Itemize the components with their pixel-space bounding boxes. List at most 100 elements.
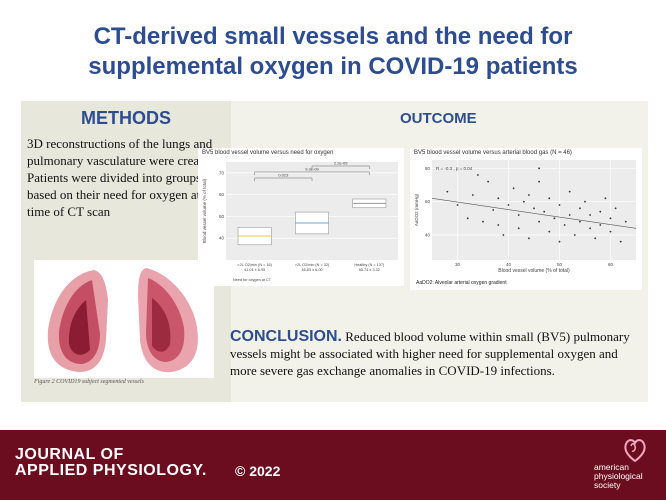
y-tick-label: 60 — [219, 192, 225, 197]
data-point — [599, 210, 602, 213]
data-point — [589, 214, 591, 216]
data-point — [528, 194, 530, 196]
sig-label: 2.2e-09 — [334, 161, 348, 166]
y-tick-label: 60 — [425, 199, 431, 204]
x-tick-label: 60 — [608, 262, 614, 267]
data-point — [599, 224, 602, 226]
data-point — [497, 197, 500, 200]
data-point — [553, 217, 556, 220]
data-point — [579, 220, 581, 223]
data-point — [609, 217, 612, 220]
y-tick-label: 80 — [425, 166, 431, 171]
title-line-1: CT-derived small vessels and the need fo… — [93, 23, 573, 50]
data-point — [507, 204, 510, 206]
x-tick-stat: 55.74 ± 3.32 — [359, 268, 380, 272]
data-point — [568, 214, 571, 216]
data-point — [543, 210, 546, 213]
page-title: CT-derived small vessels and the need fo… — [40, 22, 626, 82]
x-tick-label: <2L O2/min (N = 16) — [237, 263, 272, 267]
x-tick-stat: 41.01 ± 6.95 — [244, 268, 265, 272]
footer-bar — [0, 430, 666, 500]
data-point — [502, 234, 505, 236]
data-point — [568, 190, 571, 193]
boxplot-title: BV5 blood vessel volume versus need for … — [202, 150, 334, 156]
data-point — [548, 230, 551, 233]
data-point — [497, 224, 500, 226]
data-point — [456, 204, 459, 206]
conclusion-heading: CONCLUSION. — [230, 328, 342, 345]
plot-area — [226, 162, 398, 260]
title-line-2: supplemental oxygen in COVID-19 patients — [88, 53, 578, 80]
data-point — [522, 200, 525, 203]
data-point — [517, 227, 520, 230]
aps-line-2: physiological — [594, 471, 643, 481]
x-axis-label: Blood vessel volume (% of total) — [498, 268, 570, 274]
aps-logo-icon — [624, 439, 646, 463]
x-tick-label: 50 — [557, 262, 563, 267]
data-point — [482, 220, 484, 223]
conclusion-text: Reduced blood volume within small (BV5) … — [230, 329, 630, 378]
data-point — [512, 187, 515, 190]
data-point — [517, 214, 520, 216]
data-point — [558, 240, 561, 243]
journal-line-2: APPLIED PHYSIOLOGY. — [15, 462, 207, 479]
data-point — [538, 167, 540, 170]
data-point — [487, 180, 489, 183]
y-tick-label: 50 — [219, 214, 225, 219]
y-axis-label: Blood vessel volume (% of total) — [202, 178, 207, 243]
right-lung-icon — [138, 268, 198, 373]
sig-label: 9.3e-09 — [305, 167, 319, 172]
data-point — [589, 227, 591, 230]
lung-image-caption: Figure 2 COVID19 subject segmented vesse… — [34, 379, 144, 385]
aado2-caption: AaDO2: Alveolar arterial oxygen gradient — [416, 280, 507, 286]
data-point — [528, 237, 530, 240]
scatter-title: BV5 blood vessel volume versus arterial … — [414, 150, 572, 156]
y-axis-label: AaDO2 (mmHg) — [414, 193, 419, 226]
data-point — [604, 197, 607, 200]
scatter-chart: BV5 blood vessel volume versus arterial … — [410, 148, 642, 290]
methods-heading: METHODS — [81, 108, 171, 128]
conclusion-block: CONCLUSION. Reduced blood volume within … — [230, 328, 635, 379]
data-point — [533, 207, 535, 210]
sig-label: 0.023 — [278, 173, 289, 178]
fit-line — [431, 198, 637, 229]
data-point — [538, 180, 540, 183]
correlation-annotation: R = -0.3 , p = 0.04 — [436, 166, 473, 171]
journal-name: JOURNAL OF APPLIED PHYSIOLOGY. — [15, 447, 207, 479]
x-tick-label: Healthy (N = 107) — [354, 263, 385, 267]
plot-area — [432, 160, 636, 260]
sig-bracket — [254, 177, 313, 181]
y-tick-label: 40 — [425, 233, 431, 238]
y-tick-label: 70 — [219, 170, 225, 175]
boxplot-chart: BV5 blood vessel volume versus need for … — [198, 148, 404, 286]
x-tick-label: 30 — [455, 262, 461, 267]
data-point — [573, 234, 576, 236]
data-point — [579, 207, 581, 210]
journal-line-1: JOURNAL OF — [15, 446, 124, 463]
data-point — [584, 200, 586, 203]
data-point — [446, 190, 449, 193]
sig-bracket — [254, 171, 370, 175]
x-tick-stat: 46.83 ± 6.00 — [301, 268, 322, 272]
lung-vessels-image — [34, 260, 214, 378]
x-tick-label: >2L O2/min (N = 32) — [295, 263, 330, 267]
data-point — [538, 220, 540, 223]
aps-line-1: american — [594, 462, 629, 472]
data-point — [548, 197, 551, 200]
data-point — [624, 220, 627, 223]
aps-line-3: society — [594, 480, 621, 490]
data-point — [563, 224, 566, 226]
y-tick-label: 40 — [219, 236, 225, 241]
boxplot-svg: 40 50 60 70 Blood vessel volume (% of total)… — [202, 161, 398, 282]
data-point — [477, 174, 479, 176]
data-point — [619, 240, 622, 243]
left-lung-icon — [47, 270, 108, 372]
x-tick-label: 40 — [506, 262, 512, 267]
outcome-heading: OUTCOME — [400, 110, 477, 127]
data-point — [466, 217, 469, 220]
data-point — [471, 194, 474, 196]
methods-text: 3D reconstructions of the lungs and pulm… — [27, 136, 220, 219]
data-point — [594, 237, 597, 240]
sig-bracket — [311, 165, 370, 169]
copyright: © 2022 — [235, 463, 281, 479]
